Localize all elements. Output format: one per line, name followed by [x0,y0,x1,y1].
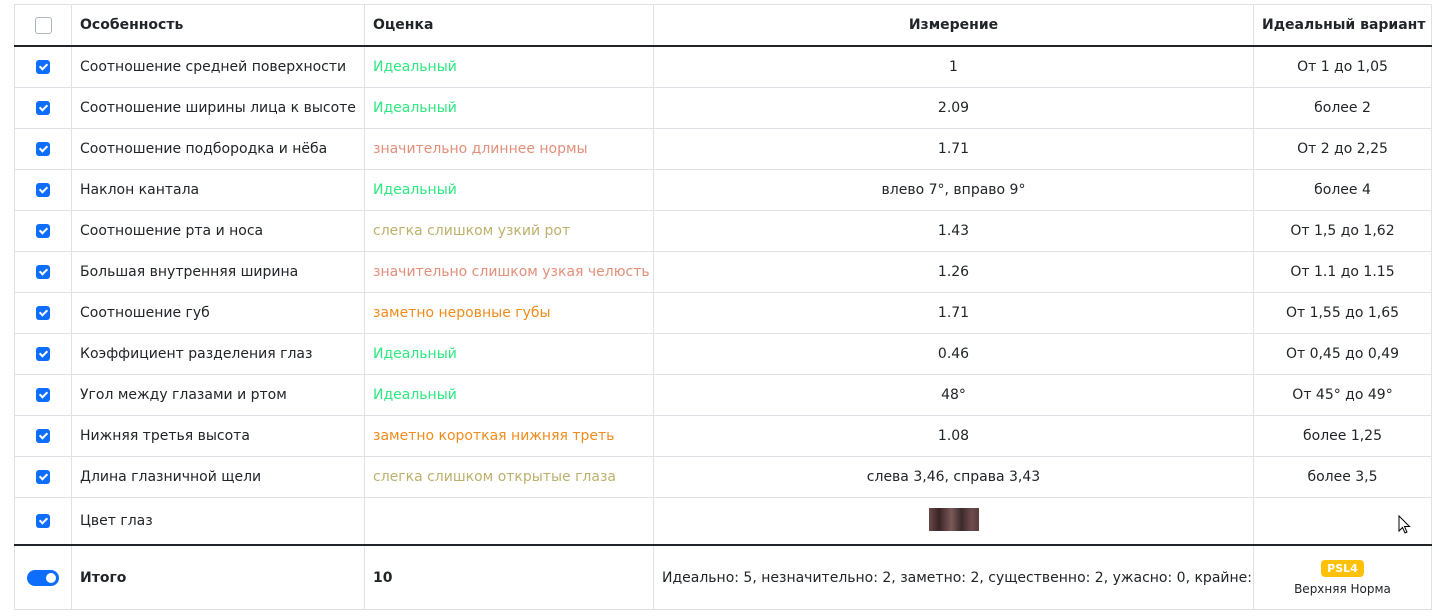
header-rating[interactable]: Оценка [364,4,654,47]
total-row: Итого 10 Идеально: 5, незначительно: 2, … [14,544,1432,610]
feature-name: Длина глазничной щели [71,456,365,498]
eye-color-cell [653,497,1254,546]
row-checkbox[interactable] [36,429,50,443]
row-checkbox[interactable] [36,470,50,484]
total-score: 10 [364,544,654,610]
rating-text: Идеальный [364,87,654,129]
row-checkbox[interactable] [36,306,50,320]
feature-name: Соотношение рта и носа [71,210,365,252]
row-checkbox[interactable] [36,224,50,238]
rating-text: Идеальный [364,374,654,416]
measurement-value: 1.26 [653,251,1254,293]
ideal-range: От 1.1 до 1.15 [1253,251,1432,293]
rating-text: слегка слишком узкий рот [364,210,654,252]
measurement-value: 0.46 [653,333,1254,375]
ideal-range: более 3,5 [1253,456,1432,498]
measurement-value: 1.71 [653,128,1254,170]
feature-name: Угол между глазами и ртом [71,374,365,416]
measurement-value: слева 3,46, справа 3,43 [653,456,1254,498]
ideal-range: От 2 до 2,25 [1253,128,1432,170]
table-row: Угол между глазами и ртом Идеальный 48° … [14,374,1432,416]
ideal-range: более 4 [1253,169,1432,211]
feature-name: Соотношение средней поверхности [71,45,365,88]
psl-badge: PSL4 [1321,559,1364,577]
measurement-value: 1.71 [653,292,1254,334]
rating-text: заметно короткая нижняя треть [364,415,654,457]
header-feature[interactable]: Особенность [71,4,365,47]
measurement-value: 2.09 [653,87,1254,129]
rating-text: заметно неровные губы [364,292,654,334]
row-checkbox[interactable] [36,183,50,197]
table-row: Соотношение подбородка и нёба значительн… [14,128,1432,170]
table-header-row: Особенность Оценка Измерение Идеальный в… [14,4,1432,47]
ideal-range: более 1,25 [1253,415,1432,457]
feature-name: Наклон кантала [71,169,365,211]
row-checkbox[interactable] [36,265,50,279]
header-measurement[interactable]: Измерение [653,4,1254,47]
measurement-value: 1 [653,45,1254,88]
rating-text: Идеальный [364,169,654,211]
mouse-cursor-icon [1398,515,1411,534]
feature-name: Коэффициент разделения глаз [71,333,365,375]
ideal-range: От 1 до 1,05 [1253,45,1432,88]
table-row-eye-color: Цвет глаз [14,497,1432,546]
total-label: Итого [71,544,365,610]
table-row: Соотношение рта и носа слегка слишком уз… [14,210,1432,252]
table-row: Соотношение средней поверхности Идеальны… [14,45,1432,88]
feature-name: Нижняя третья высота [71,415,365,457]
row-checkbox[interactable] [36,388,50,402]
table-row: Наклон кантала Идеальный влево 7°, вправ… [14,169,1432,211]
feature-name: Соотношение подбородка и нёба [71,128,365,170]
measurement-value: влево 7°, вправо 9° [653,169,1254,211]
rating-text: Идеальный [364,45,654,88]
features-table: Особенность Оценка Измерение Идеальный в… [14,4,1432,610]
psl-category: Верхняя Норма [1294,581,1391,596]
select-all-cell [14,4,72,47]
ideal-range: От 0,45 до 0,49 [1253,333,1432,375]
header-ideal[interactable]: Идеальный вариант [1253,4,1432,47]
rating-text: слегка слишком открытые глаза [364,456,654,498]
ideal-range: От 45° до 49° [1253,374,1432,416]
row-checkbox[interactable] [36,101,50,115]
feature-name: Соотношение губ [71,292,365,334]
ideal-range: более 2 [1253,87,1432,129]
total-toggle[interactable] [27,569,59,586]
rating-text [364,497,654,546]
feature-name: Соотношение ширины лица к высоте [71,87,365,129]
eye-color-image [928,507,979,531]
rating-text: значительно слишком узкая челюсть [364,251,654,293]
rating-text: Идеальный [364,333,654,375]
rating-text: значительно длиннее нормы [364,128,654,170]
ideal-range: От 1,55 до 1,65 [1253,292,1432,334]
row-checkbox[interactable] [36,60,50,74]
table-row: Большая внутренняя ширина значительно сл… [14,251,1432,293]
table-row: Коэффициент разделения глаз Идеальный 0.… [14,333,1432,375]
feature-name: Большая внутренняя ширина [71,251,365,293]
psl-cell: PSL4 Верхняя Норма [1253,544,1432,610]
measurement-value: 1.08 [653,415,1254,457]
measurement-value: 48° [653,374,1254,416]
table-row: Длина глазничной щели слегка слишком отк… [14,456,1432,498]
select-all-checkbox[interactable] [34,16,52,34]
row-checkbox[interactable] [36,142,50,156]
table-row: Соотношение губ заметно неровные губы 1.… [14,292,1432,334]
total-summary: Идеально: 5, незначительно: 2, заметно: … [653,544,1254,610]
row-checkbox[interactable] [36,347,50,361]
table-row: Соотношение ширины лица к высоте Идеальн… [14,87,1432,129]
table-row: Нижняя третья высота заметно короткая ни… [14,415,1432,457]
feature-name: Цвет глаз [71,497,365,546]
measurement-value: 1.43 [653,210,1254,252]
row-checkbox[interactable] [36,514,50,528]
ideal-range: От 1,5 до 1,62 [1253,210,1432,252]
